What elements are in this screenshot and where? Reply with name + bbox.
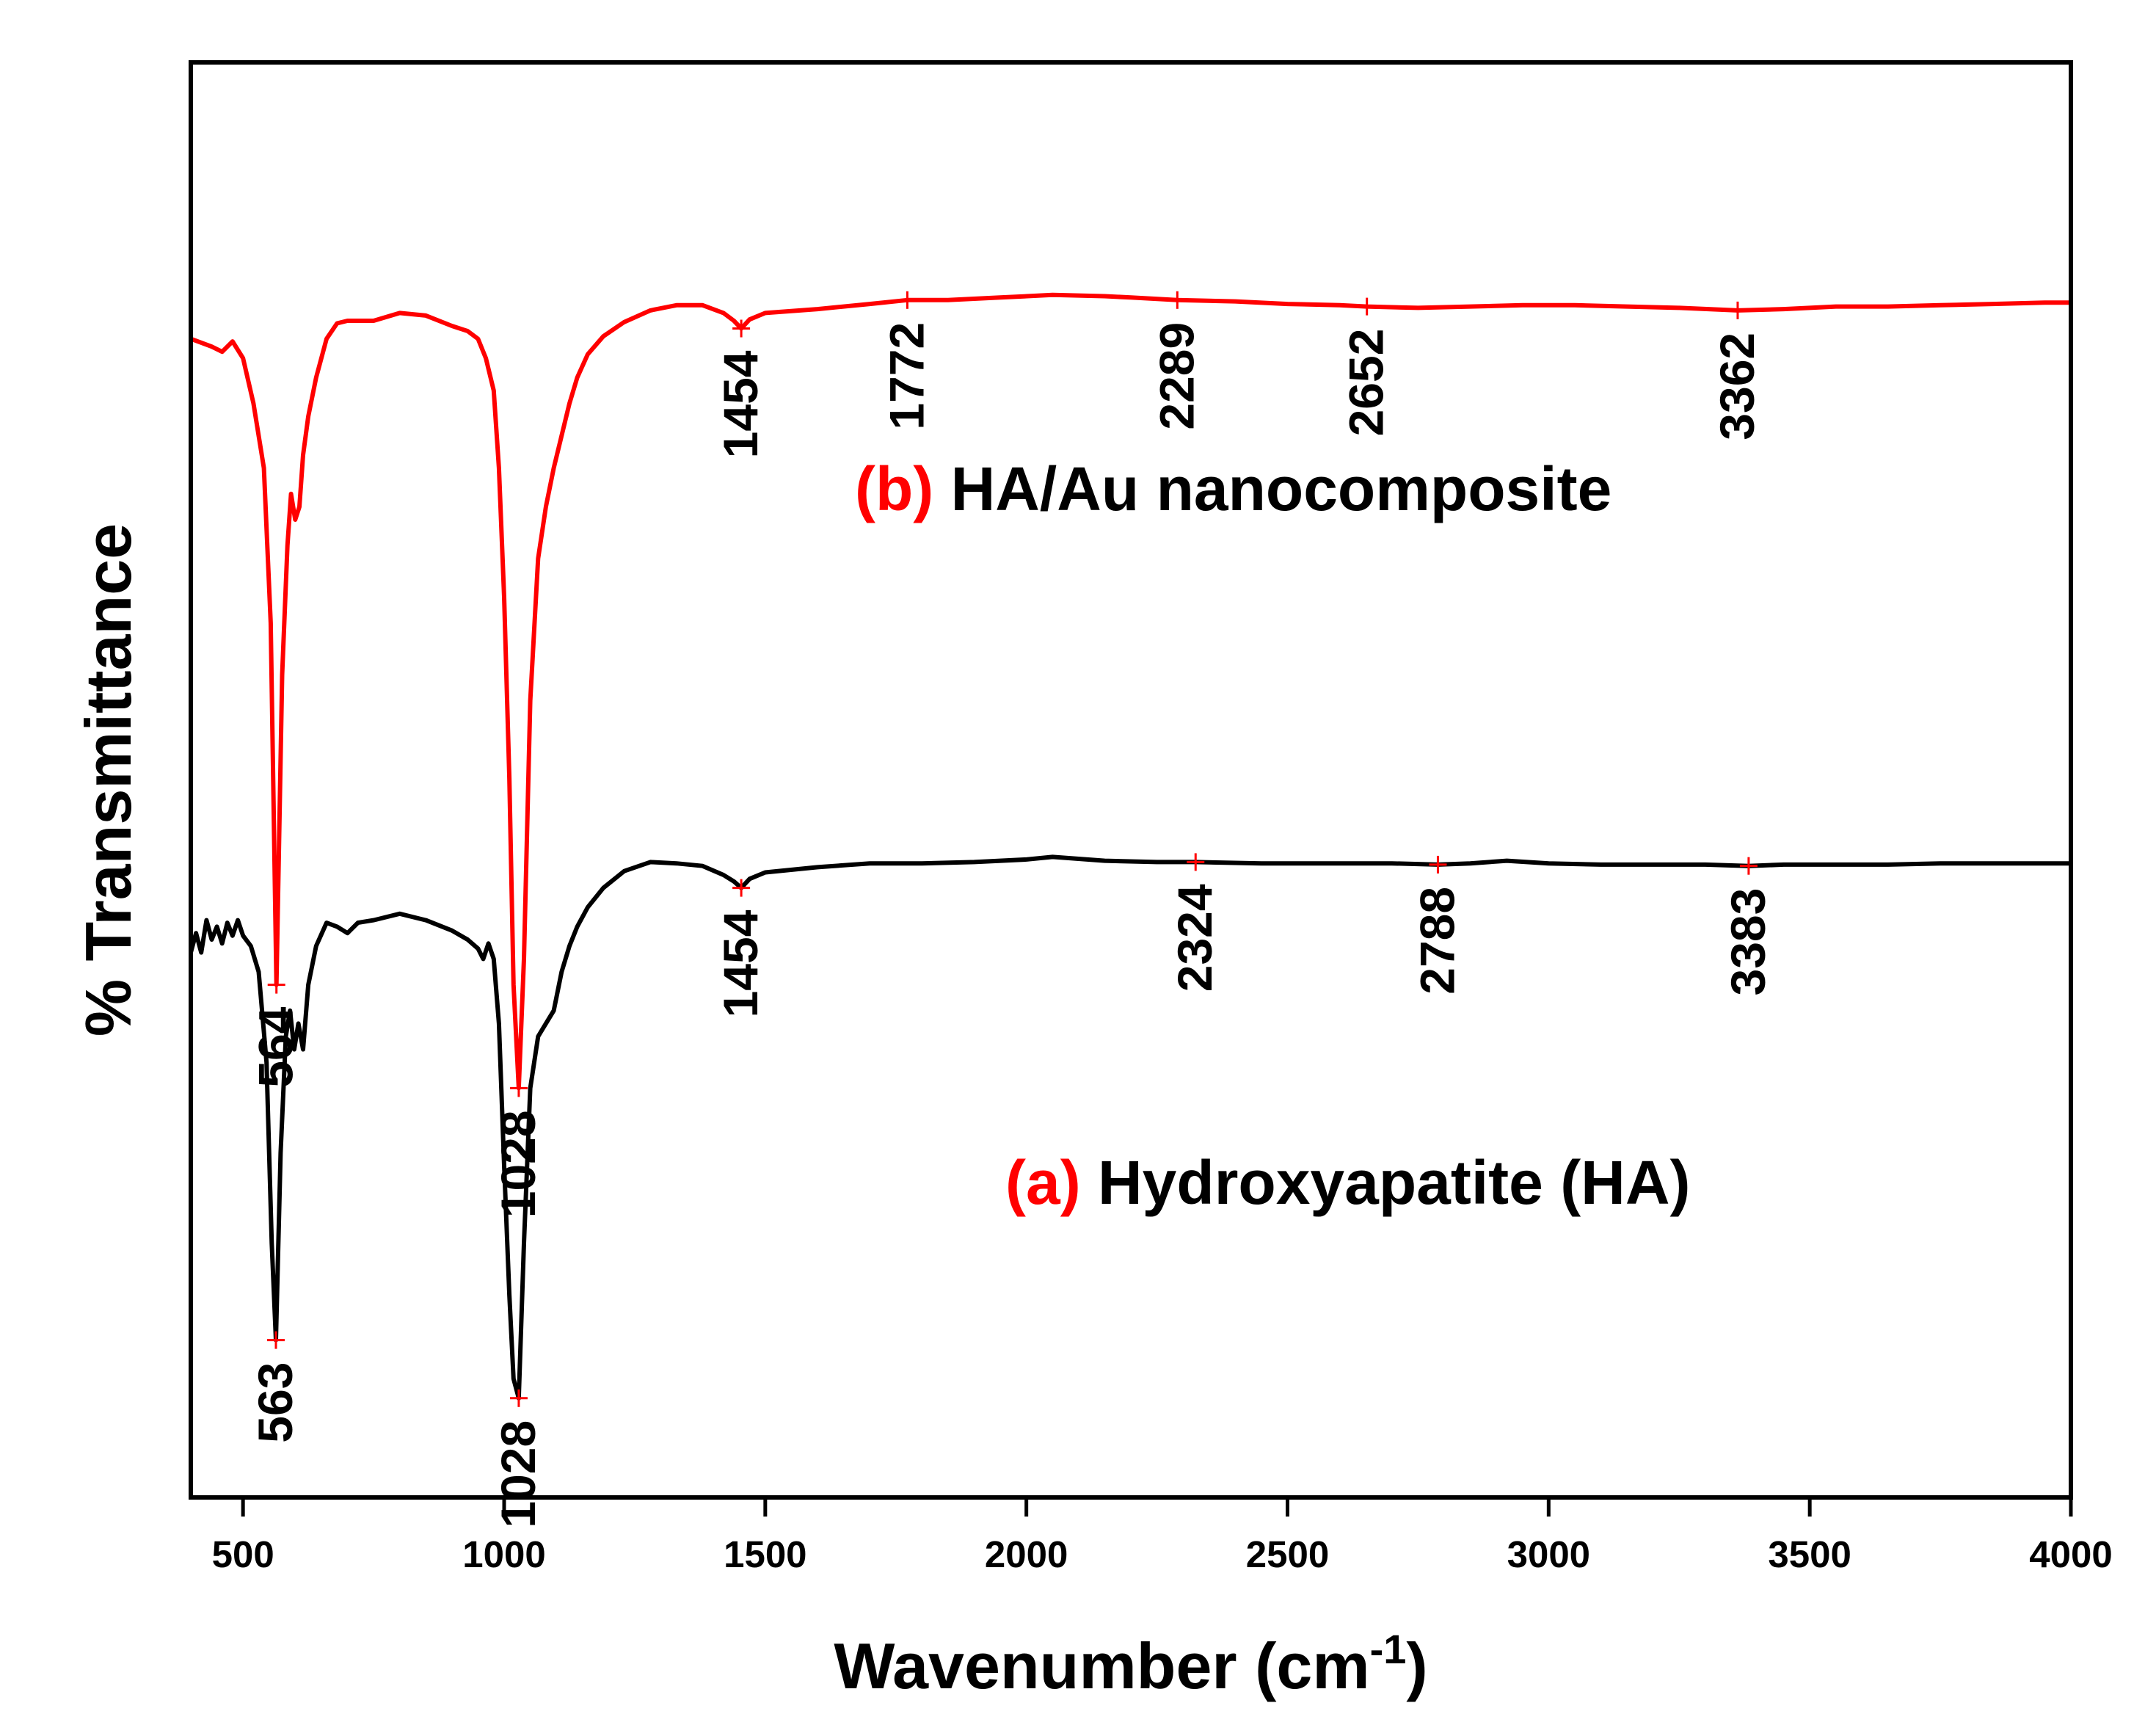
x-tick-label: 3000 <box>1507 1533 1590 1575</box>
legend-a: (a) Hydroxyapatite (HA) <box>1005 1148 1690 1217</box>
peak-marker <box>732 319 751 338</box>
peak-label: 1028 <box>491 1420 545 1528</box>
x-tick-label: 500 <box>212 1533 274 1575</box>
legend-name-a: Hydroxyapatite (HA) <box>1098 1148 1690 1217</box>
x-tick-label: 2000 <box>985 1533 1068 1575</box>
x-axis-title-suffix: ) <box>1406 1630 1427 1702</box>
peak-label: 2788 <box>1410 887 1464 995</box>
peak-marker <box>1358 297 1376 316</box>
peak-marker <box>509 1389 528 1407</box>
peak-label: 563 <box>248 1362 302 1443</box>
peak-marker <box>898 291 917 309</box>
plot-frame <box>189 60 2073 1500</box>
x-axis: 500 1000 1500 2000 2500 3000 3500 4000 <box>212 1497 2113 1575</box>
spectrum-line-a <box>189 854 2071 1401</box>
peak-marker <box>1739 857 1758 875</box>
peak-marker <box>732 879 751 897</box>
peak-marker <box>267 1331 285 1349</box>
peak-marker <box>1728 301 1747 319</box>
x-axis-title-main: Wavenumber (cm <box>834 1630 1369 1702</box>
spectrum-line-b <box>189 292 2071 1091</box>
peak-label: 1454 <box>713 909 768 1017</box>
peak-label: 2289 <box>1149 322 1203 430</box>
legend-marker-b: (b) <box>855 454 951 523</box>
peak-label: 1454 <box>713 350 768 458</box>
peak-marker <box>1168 291 1187 309</box>
x-tick-label: 1000 <box>462 1533 545 1575</box>
peak-marker <box>1187 853 1205 871</box>
legend-name-b: HA/Au nanocomposite <box>951 454 1612 523</box>
x-tick-label: 3500 <box>1768 1533 1851 1575</box>
x-tick-label: 2500 <box>1246 1533 1329 1575</box>
peak-marker <box>509 1079 528 1097</box>
legend-b: (b) HA/Au nanocomposite <box>855 454 1611 523</box>
peak-marker <box>267 976 285 994</box>
peak-label: 3383 <box>1721 888 1775 996</box>
y-axis-title: % Transmittance <box>72 523 145 1036</box>
x-axis-title-superscript: -1 <box>1370 1626 1407 1672</box>
peak-label: 2652 <box>1339 329 1394 437</box>
series-a: 563 1028 1454 2324 2788 3383 <box>189 853 2071 1528</box>
legend-marker-a: (a) <box>1005 1148 1098 1217</box>
x-tick-label: 1500 <box>724 1533 806 1575</box>
x-tick-label: 4000 <box>2029 1533 2112 1575</box>
peak-label: 1028 <box>491 1110 545 1218</box>
peak-label: 2324 <box>1168 884 1222 992</box>
peak-marker <box>1429 855 1447 874</box>
x-axis-title: Wavenumber (cm-1) <box>834 1626 1427 1702</box>
peak-label: 3362 <box>1710 333 1764 440</box>
peak-label: 1772 <box>879 322 933 430</box>
